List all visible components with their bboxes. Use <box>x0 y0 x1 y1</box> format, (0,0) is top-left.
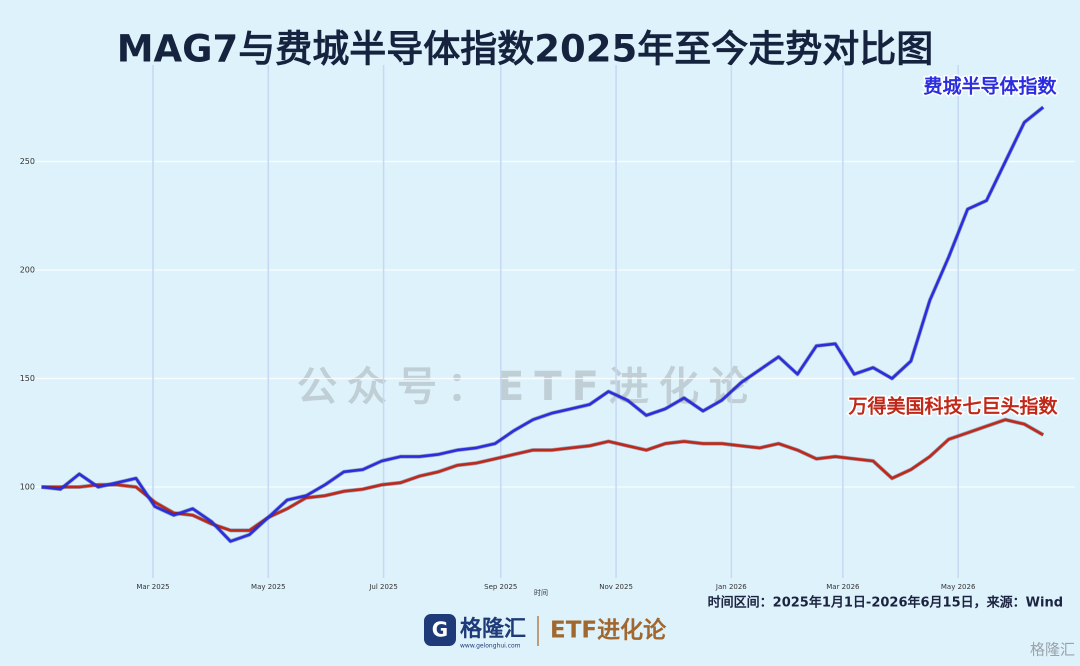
y-tick-label: 200 <box>20 266 35 275</box>
series-line <box>41 106 1045 543</box>
x-tick-label: Jul 2025 <box>368 583 398 591</box>
series-label: 万得美国科技七巨头指数 <box>847 395 1058 418</box>
x-tick-label: Mar 2026 <box>826 583 860 591</box>
y-tick-label: 250 <box>20 157 35 166</box>
chart-title: MAG7与费城半导体指数2025年至今走势对比图 <box>117 28 934 71</box>
logo-icon <box>424 614 456 646</box>
source-note: 时间区间：2025年1月1日-2026年6月15日，来源：Wind <box>708 595 1063 611</box>
y-tick-label: 100 <box>20 483 35 492</box>
grid <box>20 65 1075 578</box>
brand-url: www.gelonghui.com <box>460 643 521 650</box>
x-tick-label: May 2025 <box>251 583 286 591</box>
logo-glyph: G <box>432 618 448 642</box>
x-tick-label: May 2026 <box>941 583 976 591</box>
series-label: 费城半导体指数 <box>923 75 1057 98</box>
x-tick-label: Sep 2025 <box>484 583 517 591</box>
brand: 格隆汇 <box>460 616 526 642</box>
watermark: 公众号：ETF进化论 <box>297 364 759 410</box>
account: ETF进化论 <box>550 617 667 644</box>
x-axis-title: 时间 <box>534 588 548 597</box>
logo: G 格隆汇 www.gelonghui.com ETF进化论 <box>424 614 667 650</box>
corner-brand: 格隆汇 <box>1030 641 1075 659</box>
x-tick-label: Mar 2025 <box>136 583 169 591</box>
series-line <box>41 418 1044 532</box>
y-tick-label: 150 <box>20 374 35 383</box>
x-tick-label: Jan 2026 <box>715 583 747 591</box>
x-tick-label: Nov 2025 <box>599 583 633 591</box>
